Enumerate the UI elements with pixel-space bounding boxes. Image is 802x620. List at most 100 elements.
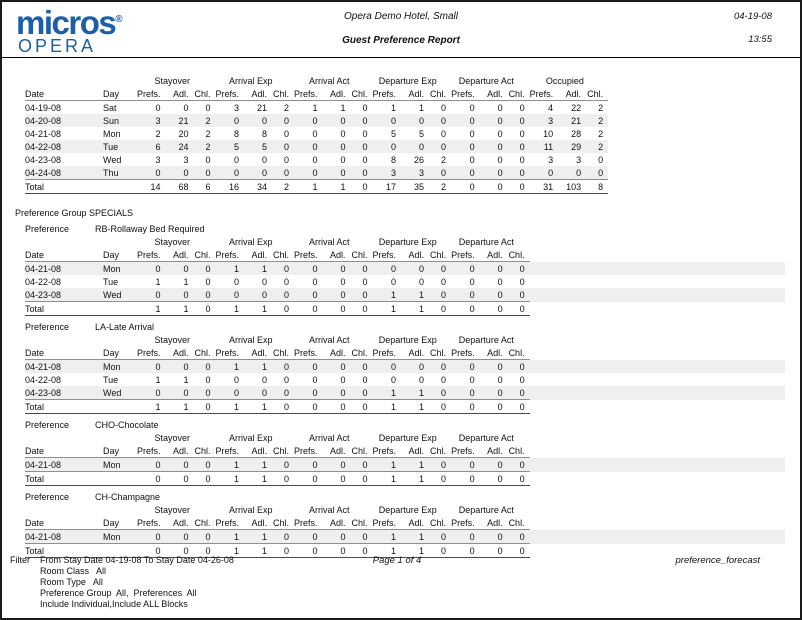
value-cell: 0 — [155, 102, 161, 113]
filter-line: From Stay Date 04-19-08 To Stay Date 04-… — [40, 555, 234, 565]
total-row: Total 1 1 0 1 1 0 0 0 0 1 1 0 0 0 0 — [25, 399, 785, 414]
date-column-header: Date — [25, 87, 103, 101]
group-header-row: Stayover Arrival Exp Arrival Act Departure … — [25, 432, 785, 444]
value-cell: 0 — [519, 102, 525, 113]
value-cell: 0 — [205, 167, 211, 178]
day-cell: Sun — [103, 115, 120, 126]
day-column-header: Day — [103, 248, 137, 262]
value-cell: 0 — [441, 459, 447, 470]
value-cell: 1 — [419, 102, 425, 113]
column-header-row: Date Day Prefs. Adl. Chl. Prefs. Adl. Chl. Prefs… — [25, 516, 785, 530]
value-cell: 26 — [414, 154, 425, 165]
table-row: 04-21-08 Mon 0 0 0 1 1 0 0 0 0 1 1 0 0 0 0 — [25, 529, 785, 544]
total-value-cell: 1 — [215, 301, 245, 316]
value-cell: 20 — [178, 128, 189, 139]
value-cell: 0 — [419, 263, 425, 274]
value-cell: 0 — [340, 154, 346, 165]
value-cell: 8 — [234, 128, 240, 139]
value-cell: 0 — [419, 115, 425, 126]
table-row: 04-21-08 Mon 0 0 0 1 1 0 0 0 0 1 1 0 0 0 0 — [25, 457, 785, 472]
value-cell: 22 — [571, 102, 582, 113]
table-row: 04-22-08 Tue 1 1 0 0 0 0 0 0 0 0 0 0 0 0 0 — [25, 275, 785, 288]
value-cell: 0 — [340, 289, 346, 300]
total-value-cell: 0 — [429, 399, 452, 414]
date-column-header: Date — [25, 516, 103, 530]
column-header: Chl. — [507, 248, 530, 262]
value-cell: 0 — [312, 387, 318, 398]
value-cell: 0 — [362, 102, 368, 113]
total-value-cell: 2 — [272, 179, 295, 194]
total-value-cell: 0 — [451, 543, 480, 558]
value-cell: 0 — [205, 459, 211, 470]
column-header: Adl. — [244, 516, 273, 530]
preference-sections: Preference RB-Rollaway Bed Required Stayov… — [25, 223, 800, 558]
value-cell: 0 — [284, 289, 290, 300]
total-label: Total — [25, 471, 103, 486]
value-cell: 0 — [598, 167, 604, 178]
value-cell: 0 — [497, 141, 503, 152]
column-header: Prefs. — [529, 87, 559, 101]
total-value-cell: 0 — [322, 399, 351, 414]
group-header: Departure Exp — [378, 335, 437, 345]
value-cell: 0 — [312, 154, 318, 165]
group-header: Departure Act — [458, 505, 514, 515]
value-cell: 0 — [284, 361, 290, 372]
value-cell: 0 — [497, 263, 503, 274]
value-cell: 1 — [262, 361, 268, 372]
table-row: 04-23-08 Wed 3 3 0 0 0 0 0 0 0 8 26 2 0 0 0 3 3 0 — [25, 153, 608, 166]
column-header: Prefs. — [215, 444, 245, 458]
value-cell: 1 — [183, 374, 189, 385]
value-cell: 0 — [362, 361, 368, 372]
column-header: Prefs. — [294, 444, 323, 458]
group-header: Arrival Exp — [229, 505, 273, 515]
total-label: Total — [25, 179, 103, 194]
value-cell: 0 — [419, 276, 425, 287]
group-header: Stayover — [154, 237, 191, 247]
value-cell: 0 — [519, 167, 525, 178]
value-cell: 0 — [497, 374, 503, 385]
report-title: Guest Preference Report — [342, 35, 460, 46]
total-value-cell: 6 — [193, 179, 216, 194]
preference-label: Preference — [25, 492, 70, 502]
value-cell: 0 — [419, 361, 425, 372]
date-cell: 04-24-08 — [25, 167, 62, 178]
column-header: Adl. — [165, 516, 194, 530]
value-cell: 0 — [234, 374, 240, 385]
report-date: 04-19-08 — [733, 11, 772, 22]
value-cell: 1 — [262, 459, 268, 470]
value-cell: 5 — [391, 128, 397, 139]
value-cell: 2 — [598, 141, 604, 152]
column-header: Prefs. — [215, 87, 245, 101]
column-header: Chl. — [272, 346, 295, 360]
day-column-header: Day — [103, 346, 137, 360]
column-header: Adl. — [165, 248, 194, 262]
total-value-cell: 16 — [215, 179, 245, 194]
group-header: Departure Act — [458, 433, 514, 443]
column-header: Chl. — [507, 346, 530, 360]
value-cell: 0 — [262, 115, 268, 126]
value-cell: 0 — [205, 154, 211, 165]
value-cell: 0 — [469, 102, 475, 113]
column-header: Adl. — [479, 248, 508, 262]
value-cell: 5 — [419, 128, 425, 139]
column-header-row: Date Day Prefs. Adl. Chl. Prefs. Adl. Chl. Prefs… — [25, 248, 785, 262]
value-cell: 0 — [519, 459, 525, 470]
value-cell: 0 — [362, 263, 368, 274]
column-header: Adl. — [479, 444, 508, 458]
preference-group-label: Preference Group SPECIALS — [15, 208, 134, 218]
spacer — [530, 248, 785, 262]
value-cell: 0 — [441, 531, 447, 542]
table-row: 04-21-08 Mon 2 20 2 8 8 0 0 0 0 5 5 0 0 0 0 10 28 2 — [25, 127, 608, 140]
total-value-cell: 1 — [244, 543, 273, 558]
total-value-cell: 1 — [137, 399, 166, 414]
value-cell: 0 — [340, 387, 346, 398]
date-cell: 04-20-08 — [25, 115, 62, 126]
total-value-cell: 34 — [244, 179, 273, 194]
spacer — [25, 432, 137, 444]
total-value-cell: 0 — [479, 543, 508, 558]
value-cell: 0 — [312, 459, 318, 470]
group-header: Departure Exp — [378, 505, 437, 515]
header-meta: 04-19-08 13:55 — [734, 11, 772, 45]
value-cell: 0 — [183, 531, 189, 542]
total-value-cell: 0 — [165, 471, 194, 486]
